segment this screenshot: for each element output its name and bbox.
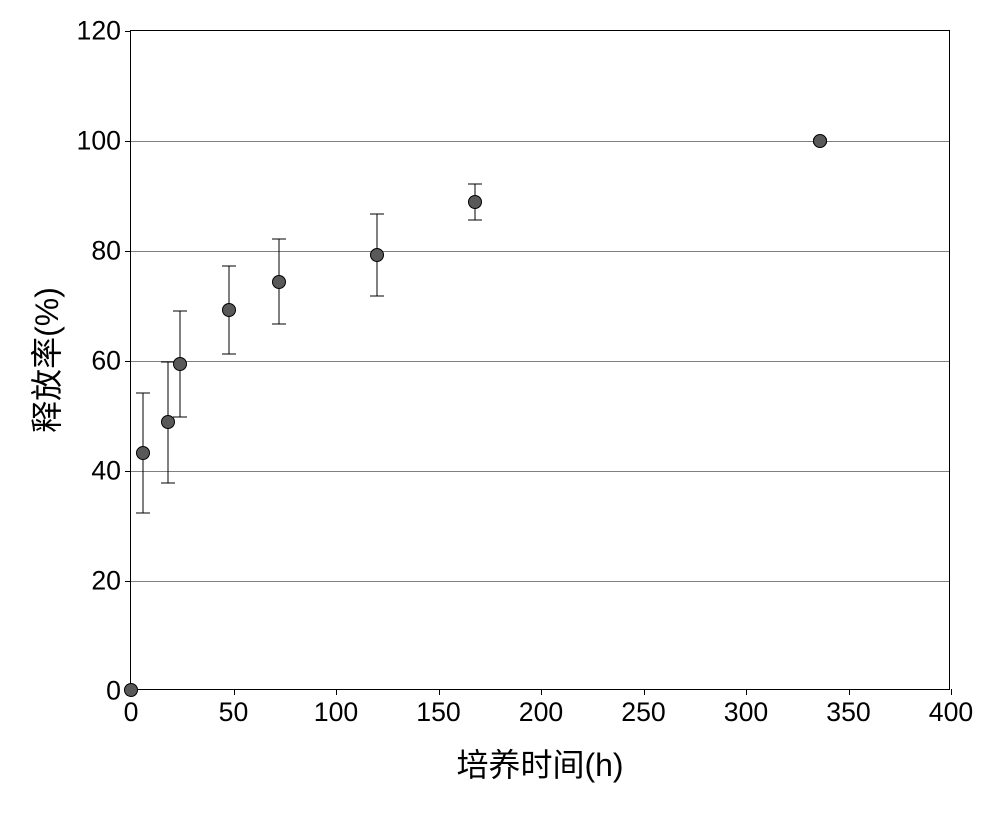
data-point	[813, 134, 827, 148]
error-cap	[173, 416, 187, 417]
data-point	[272, 275, 286, 289]
ytick-label: 100	[77, 126, 131, 157]
error-cap	[173, 310, 187, 311]
data-point	[370, 248, 384, 262]
gridline	[131, 581, 949, 582]
ytick-label: 80	[91, 236, 131, 267]
plot-area: 020406080100120050100150200250300350400	[130, 30, 950, 690]
error-cap	[370, 214, 384, 215]
data-point	[173, 357, 187, 371]
error-cap	[222, 266, 236, 267]
error-cap	[136, 513, 150, 514]
x-axis-label: 培养时间(h)	[456, 740, 623, 786]
gridline	[131, 471, 949, 472]
error-cap	[468, 219, 482, 220]
ytick-label: 20	[91, 566, 131, 597]
error-cap	[370, 295, 384, 296]
xtick-label: 150	[416, 689, 460, 728]
xtick-label: 200	[519, 689, 563, 728]
gridline	[131, 251, 949, 252]
ytick-label: 120	[77, 16, 131, 47]
xtick-label: 300	[724, 689, 768, 728]
error-cap	[136, 393, 150, 394]
ytick-label: 40	[91, 456, 131, 487]
data-point	[124, 683, 138, 697]
ytick-label: 60	[91, 346, 131, 377]
xtick-label: 50	[219, 689, 249, 728]
error-cap	[272, 324, 286, 325]
xtick-label: 400	[929, 689, 973, 728]
error-cap	[161, 482, 175, 483]
data-point	[468, 195, 482, 209]
xtick-label: 350	[826, 689, 870, 728]
error-cap	[272, 239, 286, 240]
data-point	[222, 303, 236, 317]
gridline	[131, 361, 949, 362]
error-cap	[222, 354, 236, 355]
xtick-label: 100	[314, 689, 358, 728]
y-axis-label: 释放率(%)	[22, 287, 68, 433]
xtick-label: 250	[621, 689, 665, 728]
data-point	[136, 446, 150, 460]
release-chart: 020406080100120050100150200250300350400 释…	[0, 0, 1000, 820]
error-cap	[468, 184, 482, 185]
data-point	[161, 415, 175, 429]
